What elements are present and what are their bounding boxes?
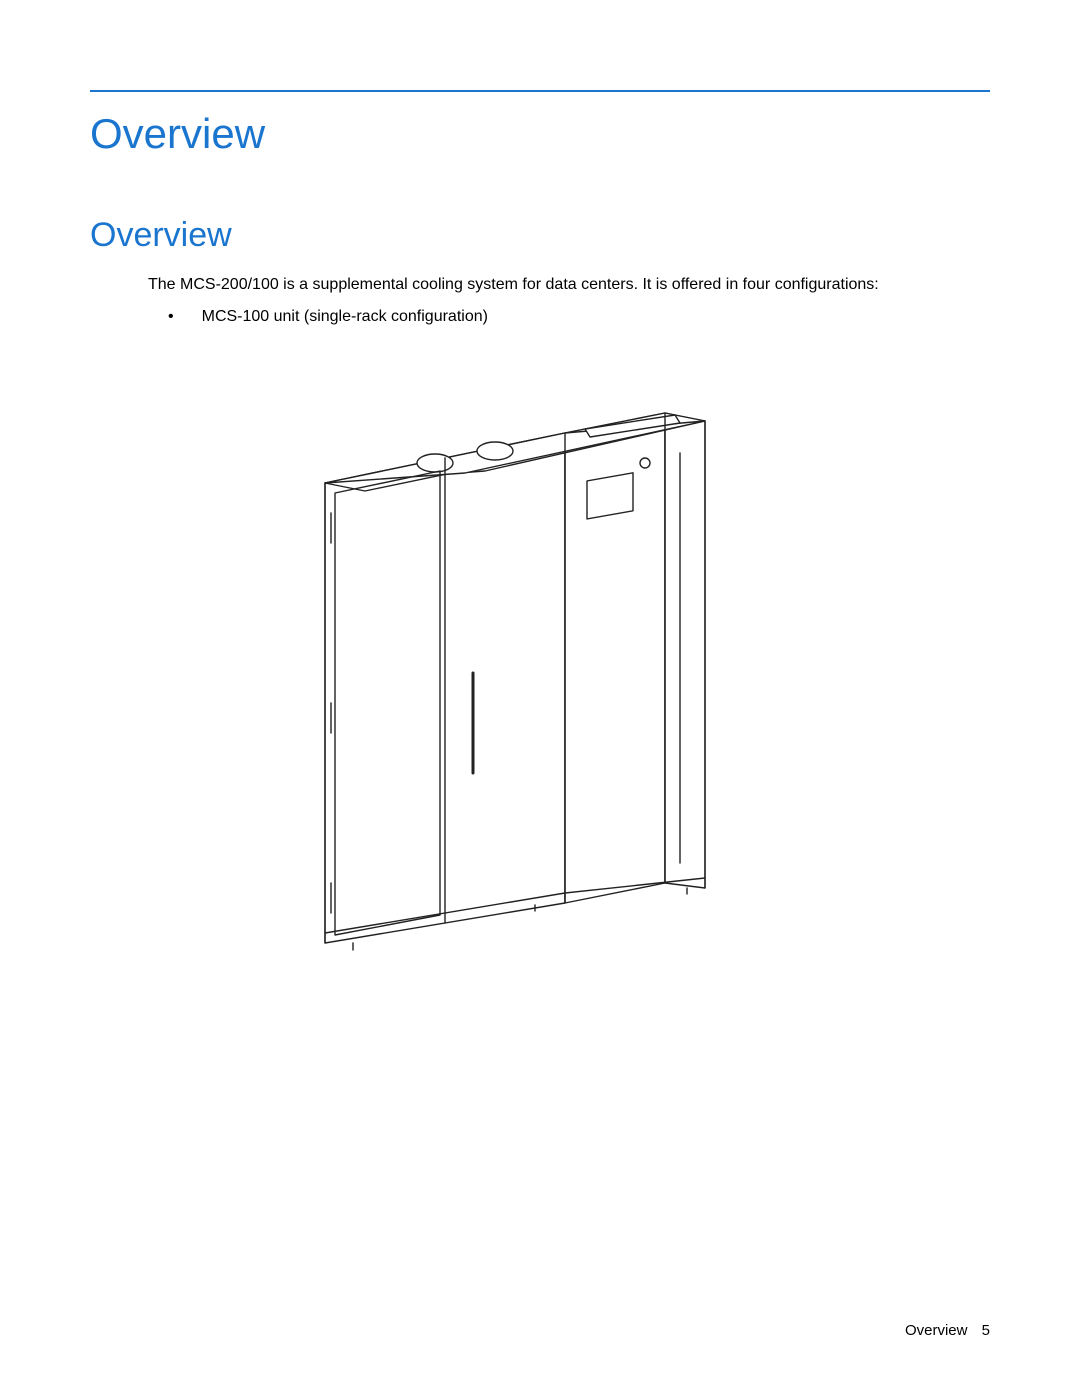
rack-unit-illustration — [235, 343, 845, 963]
footer-section-label: Overview — [905, 1322, 968, 1339]
bullet-marker: • — [168, 306, 174, 328]
section-heading: Overview — [90, 216, 990, 255]
bullet-item: • MCS-100 unit (single-rack configuratio… — [168, 306, 990, 328]
page: Overview Overview The MCS-200/100 is a s… — [0, 0, 1080, 1397]
footer-page-number: 5 — [982, 1322, 990, 1339]
top-rule — [90, 90, 990, 92]
intro-paragraph: The MCS-200/100 is a supplemental coolin… — [148, 273, 990, 296]
page-footer: Overview 5 — [905, 1322, 990, 1339]
figure-container — [90, 343, 990, 963]
bullet-text: MCS-100 unit (single-rack configuration) — [202, 306, 488, 328]
page-title: Overview — [90, 110, 990, 158]
rack-drawing-group — [325, 413, 705, 950]
